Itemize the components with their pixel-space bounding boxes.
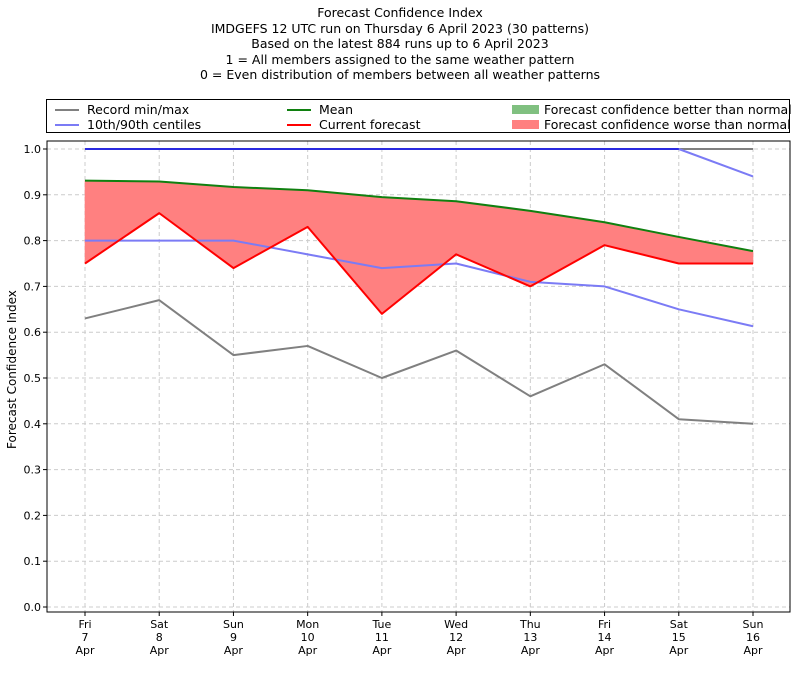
- x-tick-label: 9: [230, 631, 237, 644]
- x-tick-label: Mon: [296, 618, 319, 631]
- chart-title-block: Forecast Confidence Index IMDGEFS 12 UTC…: [0, 5, 800, 83]
- chart-subtitle-one: 1 = All members assigned to the same wea…: [225, 51, 575, 67]
- y-tick-label: 0.4: [24, 418, 42, 431]
- legend-item-current: Current forecast: [287, 117, 420, 132]
- series-line-mean: [84, 179, 754, 253]
- legend-item-worse: Forecast confidence worse than normal: [512, 117, 791, 132]
- x-tick-label: Thu: [519, 618, 541, 631]
- legend-label-mean: Mean: [319, 102, 354, 117]
- x-tick-label: 14: [598, 631, 612, 644]
- x-tick-label: Fri: [598, 618, 611, 631]
- y-tick-label: 0.0: [24, 601, 42, 614]
- x-tick-label: Sat: [150, 618, 169, 631]
- y-tick-label: 1.0: [24, 143, 42, 156]
- x-tick-label: Apr: [447, 644, 467, 657]
- x-tick-label: 16: [746, 631, 760, 644]
- y-tick-label: 0.6: [24, 326, 42, 339]
- series-line-current-forecast: [84, 212, 753, 315]
- x-tick-label: Apr: [298, 644, 318, 657]
- x-tick-label: Tue: [371, 618, 391, 631]
- x-tick-label: Apr: [372, 644, 392, 657]
- y-tick-label: 0.7: [24, 280, 42, 293]
- x-tick-label: Apr: [743, 644, 763, 657]
- legend-swatch-better: [512, 105, 539, 114]
- chart-title: Forecast Confidence Index: [317, 5, 483, 20]
- x-tick-label: Sun: [743, 618, 764, 631]
- y-tick-label: 0.8: [24, 235, 42, 248]
- x-tick-label: 15: [672, 631, 686, 644]
- legend-swatch-centiles: [55, 123, 79, 126]
- legend-label-better: Forecast confidence better than normal: [544, 102, 792, 117]
- x-tick-label: 10: [301, 631, 315, 644]
- x-tick-label: 8: [156, 631, 163, 644]
- plot-frame: [46, 140, 791, 613]
- legend-label-worse: Forecast confidence worse than normal: [544, 117, 791, 132]
- legend-swatch-current: [287, 123, 311, 126]
- legend-item-mean: Mean: [287, 102, 353, 117]
- y-tick-label: 0.3: [24, 464, 42, 477]
- x-tick-label: Apr: [669, 644, 689, 657]
- x-tick-label: 7: [82, 631, 89, 644]
- x-tick-label: 13: [523, 631, 537, 644]
- chart-subtitle-run: IMDGEFS 12 UTC run on Thursday 6 April 2…: [210, 20, 590, 36]
- series-line-record-min: [84, 299, 754, 425]
- series-line-p90: [85, 148, 754, 178]
- legend-item-centiles: 10th/90th centiles: [55, 117, 201, 132]
- x-tick-label: Apr: [224, 644, 244, 657]
- x-tick-label: 12: [449, 631, 463, 644]
- y-tick-label: 0.9: [24, 189, 42, 202]
- x-tick-label: Apr: [521, 644, 541, 657]
- legend-item-record: Record min/max: [55, 102, 189, 117]
- chart-legend: Record min/max 10th/90th centiles Mean C…: [46, 99, 792, 133]
- x-tick-label: Sun: [223, 618, 244, 631]
- x-tick-label: 11: [375, 631, 389, 644]
- legend-swatch-worse: [512, 120, 539, 129]
- y-tick-label: 0.5: [24, 372, 42, 385]
- x-tick-label: Sat: [670, 618, 689, 631]
- x-tick-label: Apr: [75, 644, 95, 657]
- legend-label-record: Record min/max: [87, 102, 190, 117]
- legend-item-better: Forecast confidence better than normal: [512, 102, 792, 117]
- x-tick-label: Apr: [150, 644, 170, 657]
- x-tick-label: Apr: [595, 644, 615, 657]
- x-tick-label: Fri: [78, 618, 91, 631]
- chart-subtitle-basis: Based on the latest 884 runs up to 6 Apr…: [251, 36, 549, 51]
- chart-subtitle-zero: 0 = Even distribution of members between…: [199, 67, 601, 82]
- legend-swatch-record: [55, 108, 79, 111]
- y-tick-label: 0.1: [24, 555, 42, 568]
- legend-swatch-mean: [287, 108, 311, 111]
- fill-worse-than-normal: [750, 250, 754, 264]
- y-tick-label: 0.2: [24, 509, 42, 522]
- x-tick-label: Wed: [444, 618, 468, 631]
- legend-label-current: Current forecast: [319, 117, 421, 132]
- legend-label-centiles: 10th/90th centiles: [87, 117, 202, 132]
